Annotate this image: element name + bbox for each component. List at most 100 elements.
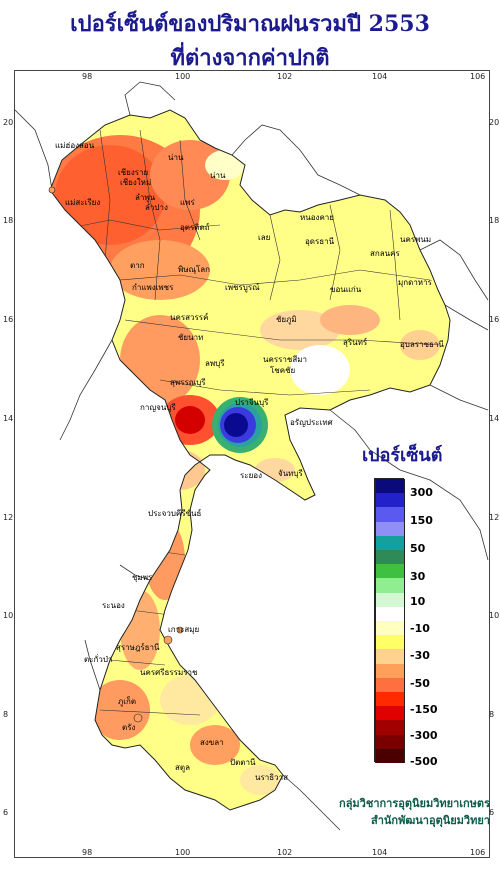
province-label: พิษณุโลก [178, 264, 210, 274]
map-title-line-1: เปอร์เซ็นต์ของปริมาณฝนรวมปี 2553 [70, 11, 430, 37]
province-label: สกลนคร [370, 249, 400, 258]
province-label: ระยอง [240, 471, 262, 480]
province-label: ชุมพร [132, 573, 153, 582]
province-label: ขอนแก่น [330, 285, 362, 294]
province-label: ตาก [130, 261, 145, 270]
x-tick-label: 104 [372, 72, 388, 81]
province-label: เกาะสมุย [168, 625, 199, 634]
legend-swatch [375, 550, 405, 565]
province-label: ลพบุรี [205, 359, 225, 368]
neighbor-borders [14, 81, 489, 831]
legend-label: -300 [410, 729, 438, 742]
province-label: เชียงราย [118, 168, 148, 177]
x-tick-label: 98 [82, 848, 93, 857]
x-tick-label: 100 [175, 72, 191, 81]
province-label: นครศรีธรรมราช [140, 668, 198, 677]
legend-swatch [375, 748, 405, 764]
province-label: ชัยภูมิ [276, 315, 297, 325]
legend-swatch [375, 734, 405, 750]
legend-swatch [375, 706, 405, 721]
legend-swatch [375, 621, 405, 636]
y-tick-label: 18 [489, 216, 500, 225]
province-label: น่าน [210, 171, 226, 180]
province-label: หนองคาย [300, 213, 334, 222]
legend-label: 50 [410, 542, 426, 555]
province-label: เลย [258, 233, 270, 242]
y-tick-label: 14 [3, 414, 14, 423]
province-label: ชัยนาท [178, 333, 203, 342]
province-label: โชคชัย [270, 365, 295, 375]
legend-swatch [375, 564, 405, 579]
legend-swatch [375, 521, 405, 537]
province-label: ตรัง [122, 723, 135, 732]
legend [374, 478, 405, 764]
y-tick-label: 16 [489, 315, 500, 324]
legend-labels: 300 150 50 30 10 -10 -30 -50 -150 -300 -… [410, 478, 470, 768]
legend-swatch [375, 649, 405, 665]
province-label: อุดรธานี [305, 237, 335, 246]
legend-swatch [375, 635, 405, 650]
y-tick-label: 8 [3, 710, 9, 719]
legend-swatch [375, 692, 405, 707]
y-tick-label: 10 [3, 611, 14, 620]
y-tick-label: 14 [489, 414, 500, 423]
legend-label: 300 [410, 486, 433, 499]
y-tick-label: 16 [3, 315, 14, 324]
legend-swatch [375, 479, 405, 494]
legend-label: -10 [410, 622, 430, 635]
y-tick-label: 20 [489, 118, 500, 127]
province-label: มุกดาหาร [398, 278, 433, 287]
province-label: นครสวรรค์ [170, 312, 208, 322]
x-tick-label: 98 [82, 72, 93, 81]
province-label: ตะกั่วป่า [84, 653, 112, 664]
x-tick-label: 106 [470, 848, 486, 857]
province-label: ลำพูน [135, 193, 156, 203]
legend-label: -50 [410, 677, 430, 690]
province-label: อุตรดิตถ์ [180, 222, 210, 232]
x-tick-label: 102 [277, 848, 293, 857]
province-label: น่าน [168, 153, 184, 162]
province-label: ภูเก็ต [118, 696, 136, 707]
legend-swatch [375, 592, 405, 608]
y-tick-label: 12 [3, 513, 14, 522]
province-label: สุรินทร์ [343, 337, 368, 347]
province-label: นราธิวาส [255, 773, 288, 782]
y-tick-label: 6 [489, 808, 495, 817]
province-label: สุพรรณบุรี [170, 378, 206, 387]
legend-swatch [375, 507, 405, 523]
y-tick-label: 6 [3, 808, 9, 817]
x-tick-label: 104 [372, 848, 388, 857]
legend-swatch [375, 606, 405, 622]
legend-label: -500 [410, 755, 438, 768]
province-label: เชียงใหม่ [120, 178, 151, 187]
province-label: สุราษฎร์ธานี [116, 642, 160, 652]
credit-line-2: สำนักพัฒนาอุตุนิยมวิทยา [371, 814, 490, 827]
province-label: นครพนม [400, 235, 431, 244]
y-tick-label: 10 [489, 611, 500, 620]
legend-swatch [375, 493, 405, 508]
province-label: อุบลราชธานี [400, 340, 444, 349]
province-label: ประจวบคีรีขันธ์ [148, 508, 202, 518]
province-label: แม่สะเรียง [65, 198, 100, 207]
province-label: ปัตตานี [230, 758, 256, 767]
province-label: ระนอง [102, 601, 125, 610]
legend-label: 150 [410, 514, 433, 527]
province-label: ลำปาง [145, 203, 168, 212]
y-tick-label: 20 [3, 118, 14, 127]
province-label: เพชรบูรณ์ [225, 282, 260, 293]
legend-swatch [375, 663, 405, 679]
y-tick-label: 12 [489, 513, 500, 522]
legend-label: -30 [410, 649, 430, 662]
y-tick-label: 18 [3, 216, 14, 225]
y-tick-label: 8 [489, 710, 495, 719]
x-tick-label: 106 [470, 72, 486, 81]
legend-label: 30 [410, 570, 426, 583]
x-tick-label: 102 [277, 72, 293, 81]
province-label: กาญจนบุรี [140, 403, 176, 412]
province-label: ปราจีนบุรี [235, 398, 269, 407]
province-label: กำแพงเพชร [132, 283, 174, 292]
islands [48, 186, 184, 723]
legend-swatch [375, 677, 405, 693]
province-label: แพร่ [180, 198, 195, 207]
